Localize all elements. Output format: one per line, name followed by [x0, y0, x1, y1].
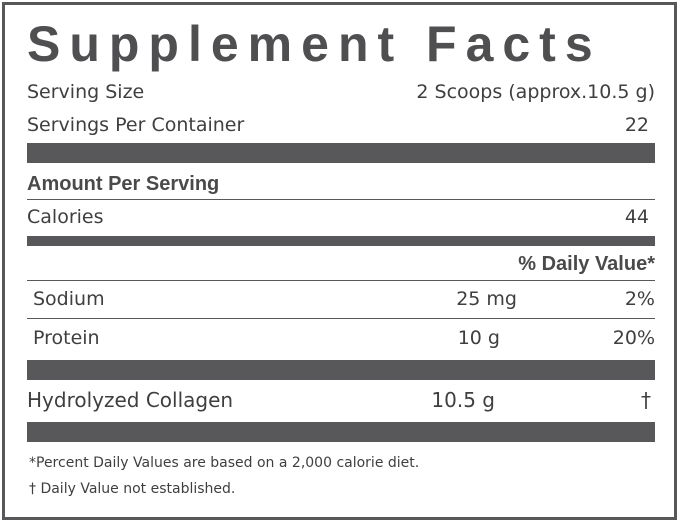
divider-bar — [27, 143, 655, 163]
calories-row: Calories 44 — [27, 203, 655, 231]
footnote-daily-values: *Percent Daily Values are based on a 2,0… — [29, 455, 420, 471]
serving-size-label: Serving Size — [27, 81, 145, 103]
nutrient-daily-value: 20% — [612, 327, 655, 349]
calories-value: 44 — [624, 206, 649, 228]
serving-size-value: 2 Scoops (approx.10.5 g) — [416, 81, 655, 103]
divider-line — [27, 280, 655, 281]
calories-label: Calories — [27, 206, 104, 228]
daily-value-header-row: % Daily Value* — [27, 250, 655, 278]
daily-value-header: % Daily Value* — [518, 253, 655, 275]
ingredient-daily-value: † — [641, 388, 651, 412]
nutrient-name: Sodium — [33, 288, 105, 310]
footnote-not-established: † Daily Value not established. — [29, 481, 236, 497]
servings-per-container-value: 22 — [624, 114, 649, 136]
ingredient-amount: 10.5 g — [431, 388, 495, 412]
nutrient-row: Sodium 25 mg 2% — [27, 285, 655, 313]
nutrient-daily-value: 2% — [624, 288, 655, 310]
ingredient-name: Hydrolyzed Collagen — [27, 388, 234, 412]
nutrient-name: Protein — [33, 327, 100, 349]
amount-per-serving-heading: Amount Per Serving — [27, 173, 220, 195]
servings-per-container-row: Servings Per Container 22 — [27, 111, 655, 139]
amount-per-serving-row: Amount Per Serving — [27, 170, 655, 198]
servings-per-container-label: Servings Per Container — [27, 114, 245, 136]
divider-bar — [27, 422, 655, 442]
divider-line — [27, 199, 655, 200]
label-title: Supplement Facts — [27, 16, 602, 72]
nutrient-amount: 25 mg — [456, 288, 517, 310]
nutrient-row: Protein 10 g 20% — [27, 324, 655, 352]
serving-size-row: Serving Size 2 Scoops (approx.10.5 g) — [27, 78, 655, 106]
nutrient-amount: 10 g — [457, 327, 500, 349]
divider-bar — [27, 360, 655, 380]
divider-line — [27, 318, 655, 319]
ingredient-row: Hydrolyzed Collagen 10.5 g † — [27, 386, 655, 414]
divider-bar — [27, 236, 655, 246]
